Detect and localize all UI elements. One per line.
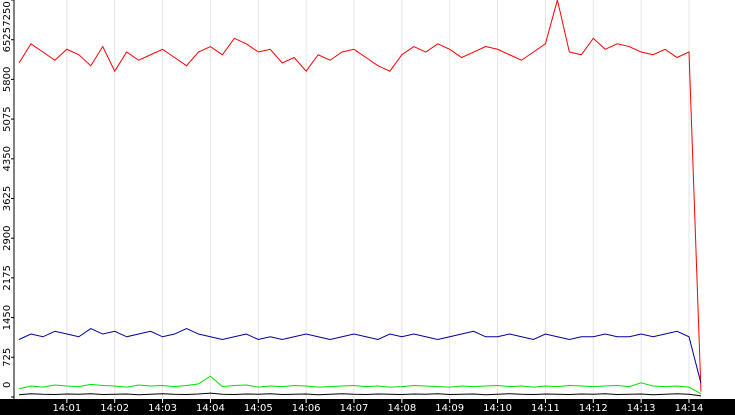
x-tick-label: 14:13 [627, 403, 656, 414]
x-tick-label: 14:14 [675, 403, 704, 414]
series-line [18, 327, 702, 384]
y-tick-label: 725 [2, 348, 13, 367]
x-axis-bar [0, 399, 735, 415]
y-tick-label: 3625 [2, 186, 13, 211]
y-tick-label: 5075 [2, 106, 13, 131]
y-tick-label: 6525 [2, 27, 13, 52]
series-line [18, 0, 702, 392]
y-tick-label: 7250 [2, 1, 13, 26]
series-line [18, 375, 702, 395]
x-tick-label: 14:02 [100, 403, 129, 414]
x-tick-label: 14:09 [435, 403, 464, 414]
y-tick-label: 1450 [2, 305, 13, 330]
x-tick-label: 14:05 [244, 403, 273, 414]
x-tick-label: 14:08 [387, 403, 416, 414]
y-tick-label: 5800 [2, 67, 13, 92]
x-tick-label: 14:03 [148, 403, 177, 414]
x-tick-label: 14:10 [483, 403, 512, 414]
y-tick-label: 4350 [2, 146, 13, 171]
y-tick-label: 2175 [2, 265, 13, 290]
x-tick-label: 14:04 [196, 403, 225, 414]
y-tick-label: 0 [2, 382, 13, 388]
series-line [18, 392, 702, 397]
x-tick-label: 14:11 [531, 403, 560, 414]
x-tick-label: 14:01 [52, 403, 81, 414]
x-tick-label: 14:12 [579, 403, 608, 414]
x-tick-label: 14:07 [340, 403, 369, 414]
y-tick-label: 2900 [2, 225, 13, 250]
x-tick-label: 14:06 [292, 403, 321, 414]
